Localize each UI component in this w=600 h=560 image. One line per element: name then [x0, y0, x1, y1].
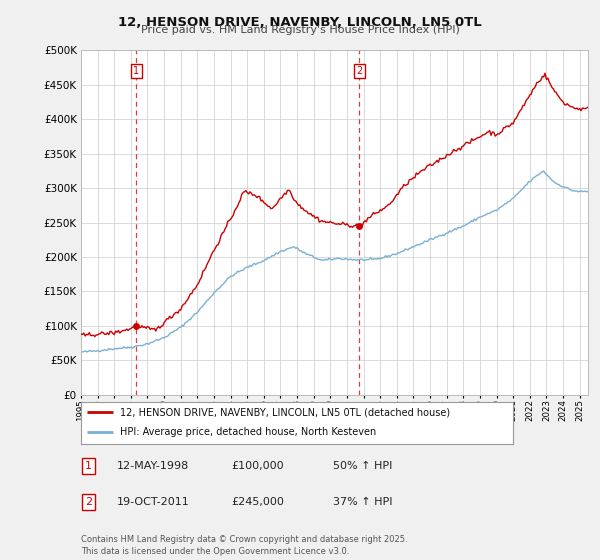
Text: 12-MAY-1998: 12-MAY-1998	[117, 461, 189, 471]
Text: 50% ↑ HPI: 50% ↑ HPI	[333, 461, 392, 471]
Text: HPI: Average price, detached house, North Kesteven: HPI: Average price, detached house, Nort…	[120, 427, 376, 437]
Text: 2: 2	[85, 497, 92, 507]
Text: £100,000: £100,000	[231, 461, 284, 471]
Text: 12, HENSON DRIVE, NAVENBY, LINCOLN, LN5 0TL (detached house): 12, HENSON DRIVE, NAVENBY, LINCOLN, LN5 …	[120, 407, 450, 417]
Text: 1: 1	[133, 66, 139, 76]
Text: Contains HM Land Registry data © Crown copyright and database right 2025.
This d: Contains HM Land Registry data © Crown c…	[81, 535, 407, 556]
Text: 19-OCT-2011: 19-OCT-2011	[117, 497, 190, 507]
Text: Price paid vs. HM Land Registry's House Price Index (HPI): Price paid vs. HM Land Registry's House …	[140, 25, 460, 35]
Text: £245,000: £245,000	[231, 497, 284, 507]
Text: 12, HENSON DRIVE, NAVENBY, LINCOLN, LN5 0TL: 12, HENSON DRIVE, NAVENBY, LINCOLN, LN5 …	[118, 16, 482, 29]
Text: 2: 2	[356, 66, 362, 76]
Text: 1: 1	[85, 461, 92, 471]
Text: 37% ↑ HPI: 37% ↑ HPI	[333, 497, 392, 507]
